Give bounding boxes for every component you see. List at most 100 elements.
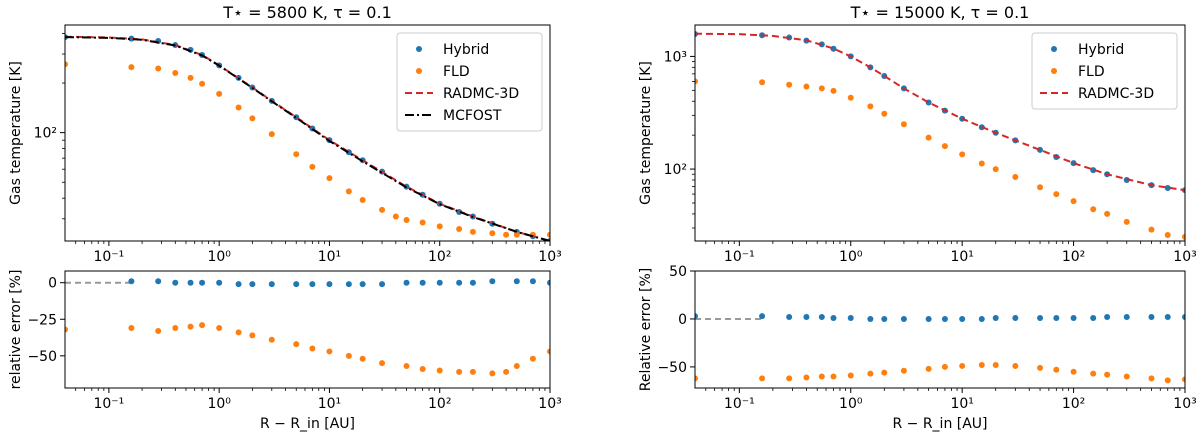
left-top-fld-point	[187, 74, 194, 81]
left-top-ylabel: Gas temperature [K]	[8, 61, 24, 205]
left-bottom-x-tick-label: 10²	[428, 396, 451, 412]
right-bottom-fld-point	[1090, 370, 1097, 377]
right-bottom-fld-point	[803, 374, 810, 381]
left-bottom-y-tick-label: −25	[27, 312, 57, 328]
right-top-fld-point	[1148, 226, 1155, 233]
left-bottom-hybrid-point	[128, 278, 135, 285]
left-top-panel: 10⁻¹ 10⁰ 10¹ 10² 10³ 10² T⋆ = 5800 K, τ = 0.1 G…	[8, 3, 562, 265]
right-bottom-fld-point	[900, 367, 907, 374]
right-top-fld-point	[818, 85, 825, 92]
left-bottom-fld-point	[403, 363, 410, 370]
right-bottom-hybrid-point	[695, 313, 698, 320]
left-bottom-hybrid-point	[199, 279, 206, 286]
left-top-legend: Hybrid FLD RADMC-3D MCFOST	[396, 32, 543, 132]
right-top-plot-area	[695, 31, 1185, 240]
right-bottom-fld-point	[818, 373, 825, 380]
left-top-legend-box	[396, 32, 543, 132]
right-top-fld-point	[1053, 191, 1060, 198]
left-top-fld-point	[359, 197, 366, 204]
left-bottom-ylabel: relative error [%]	[8, 270, 24, 390]
right-bottom-hybrid-point	[830, 314, 837, 321]
right-bottom-fld-point	[992, 361, 999, 368]
right-bottom-fld-point	[1182, 376, 1185, 383]
left-bottom-fld-point	[503, 368, 510, 375]
right-top-ylabel: Gas temperature [K]	[638, 61, 654, 205]
right-bottom-hybrid-point	[1053, 314, 1060, 321]
right-bottom-fld-point	[978, 361, 985, 368]
left-bottom-hybrid-point	[235, 281, 242, 288]
right-bottom-fld-point	[695, 375, 698, 382]
left-bottom-fld-point	[379, 360, 386, 367]
left-top-legend-marker	[416, 68, 422, 74]
left-top-fld-point	[128, 64, 135, 71]
left-bottom-hybrid-point	[172, 279, 179, 286]
right-bottom-hybrid-point	[1090, 314, 1097, 321]
right-top-fld-point	[1123, 218, 1130, 225]
left-bottom-fld-point	[128, 325, 135, 332]
right-bottom-fld-point	[881, 369, 888, 376]
right-bottom-hybrid-point	[992, 314, 999, 321]
left-top-fld-point	[293, 151, 300, 158]
right-top-legend-marker	[1051, 68, 1057, 74]
right-top-fld-point	[941, 143, 948, 150]
right-top-fld-point	[1012, 174, 1019, 181]
left-bottom-hybrid-point	[326, 281, 333, 288]
left-bottom-hybrid-point	[419, 279, 426, 286]
left-bottom-hybrid-point	[345, 281, 352, 288]
left-top-fld-point	[456, 226, 463, 233]
left-top-fld-point	[379, 206, 386, 213]
right-bottom-frame	[694, 270, 1186, 389]
right-top-y-tick-label: 10³	[664, 49, 687, 65]
right-bottom-y-tick-label: 50	[669, 264, 687, 280]
right-bottom-hybrid-point	[1012, 314, 1019, 321]
right-top-fld-point	[803, 83, 810, 90]
right-bottom-fld-point	[847, 372, 854, 379]
left-bottom-fld-point	[419, 365, 426, 372]
right-bottom-fld-point	[759, 375, 766, 382]
left-bottom-hybrid-point	[359, 281, 366, 288]
right-bottom-hybrid-point	[1182, 314, 1185, 321]
right-top-fld-point	[847, 94, 854, 101]
left-bottom-fld-point	[187, 323, 194, 330]
right-bottom-x-tick-label: 10³	[1173, 396, 1196, 412]
left-top-mcfost-line	[65, 36, 550, 241]
right-bottom-fld-point	[1037, 364, 1044, 371]
left-bottom-fld-point	[309, 345, 316, 352]
left-bottom-fld-point	[268, 336, 275, 343]
right-bottom-fld-point	[1053, 366, 1060, 373]
left-bottom-fld-point	[293, 341, 300, 348]
right-bottom-fld-point	[1012, 362, 1019, 369]
right-top-x-tick-label: 10⁰	[839, 249, 863, 265]
right-top-fld-point	[830, 87, 837, 94]
right-top-panel: 10⁻¹ 10⁰ 10¹ 10² 10³ 10² 10³ T⋆ = 15000 K, τ = …	[638, 3, 1197, 265]
left-bottom-y-tick-label: −50	[27, 349, 57, 365]
right-top-x-tick-label: 10⁻¹	[724, 249, 755, 265]
left-top-fld-point	[309, 163, 316, 170]
right-bottom-hybrid-point	[1123, 314, 1130, 321]
left-bottom-hybrid-point	[187, 279, 194, 286]
left-top-title: T⋆ = 5800 K, τ = 0.1	[222, 3, 392, 22]
left-bottom-fld-point	[513, 363, 520, 370]
left-bottom-frame	[64, 270, 551, 389]
right-top-fld-point	[867, 103, 874, 110]
right-top-fld-point	[1090, 206, 1097, 213]
right-top-fld-point	[978, 160, 985, 167]
right-top-hybrid-point	[1164, 184, 1171, 191]
right-top-fld-point	[900, 121, 907, 128]
left-bottom-hybrid-point	[547, 279, 550, 286]
left-bottom-plot-area	[65, 278, 550, 377]
left-bottom-fld-point	[172, 325, 179, 332]
left-bottom-xlabel: R − R_in [AU]	[260, 416, 355, 432]
right-top-fld-point	[959, 151, 966, 158]
left-top-fld-point	[65, 61, 68, 68]
right-bottom-fld-point	[941, 363, 948, 370]
right-top-radmc-3d-line	[695, 32, 1185, 192]
left-bottom-fld-point	[326, 348, 333, 355]
left-top-x-tick-label: 10¹	[318, 249, 341, 265]
right-top-x-tick-label: 10²	[1062, 249, 1085, 265]
right-bottom-plot-area	[695, 313, 1185, 384]
right-top-legend-marker	[1051, 46, 1057, 52]
right-bottom-fld-point	[959, 362, 966, 369]
